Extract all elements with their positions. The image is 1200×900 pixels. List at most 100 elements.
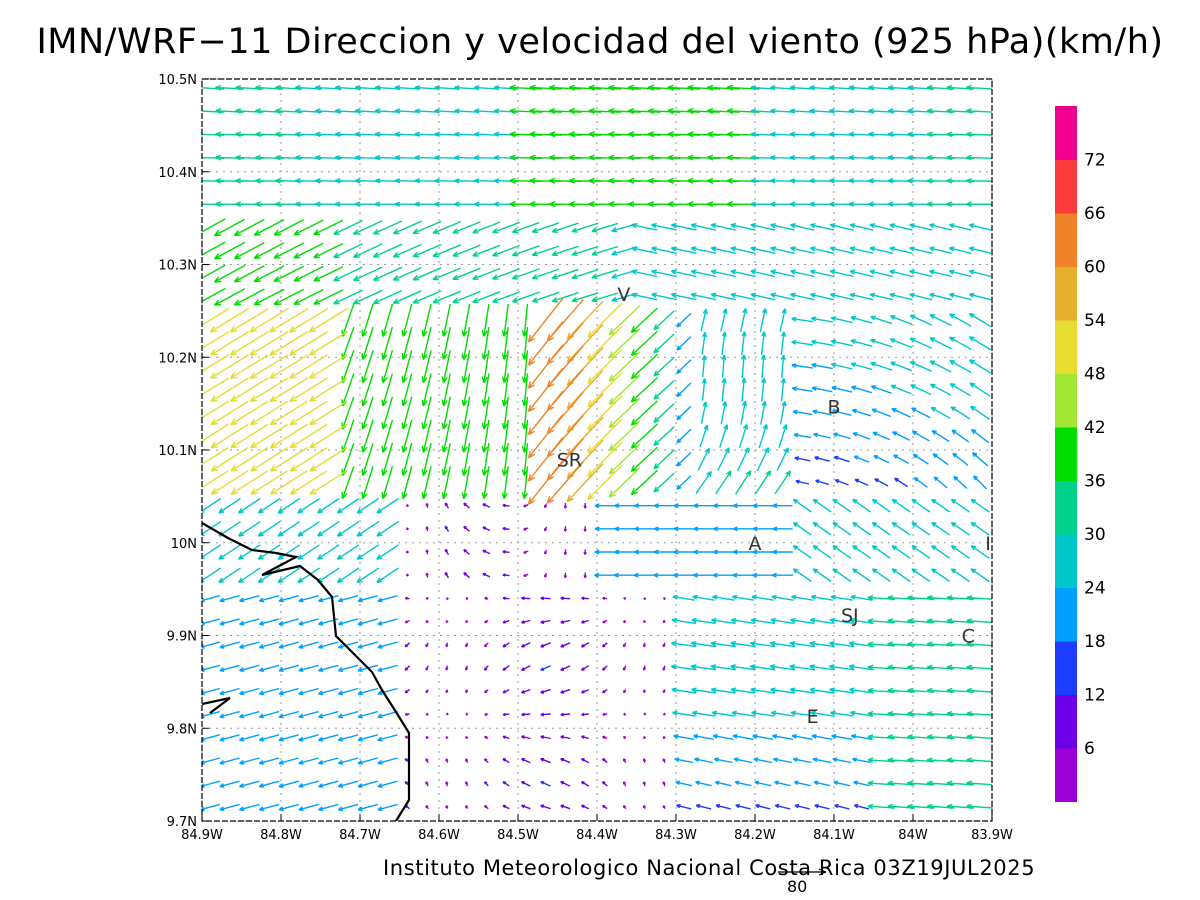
wind-vector [591,245,619,256]
wind-vector [377,641,398,649]
wind-vector [337,757,359,765]
wind-vector [630,469,658,496]
wind-vector [381,303,394,337]
wind-vector [278,641,299,649]
reference-vector [778,868,827,876]
wind-vector [523,527,529,531]
wind-vector [357,757,378,765]
wind-vector [770,85,795,91]
wind-vector [831,385,853,393]
wind-vector [337,641,359,649]
wind-vector [392,243,422,258]
wind-vector [854,478,869,487]
wind-vector [774,470,791,495]
wind-vector [412,290,442,304]
wind-vector [202,307,230,326]
wind-vector [269,400,308,426]
wind-vector [779,401,787,425]
wind-vector [394,85,420,91]
wind-vector [560,665,571,671]
wind-vector [401,373,413,407]
wind-vector [501,419,509,453]
wind-vector [454,85,479,91]
wind-vector [361,350,374,384]
wind-vector [828,664,855,671]
wind-vector [278,595,299,603]
wind-vector [412,267,442,281]
wind-vector [308,354,348,379]
wind-vector [849,617,874,625]
wind-vector [425,689,429,694]
wind-vector [566,323,604,363]
wind-vector [278,757,299,765]
wind-vector [511,245,540,257]
wind-vector [591,292,619,303]
wind-vector [501,443,509,476]
wind-vector [249,331,289,356]
wind-vector [949,313,972,327]
wind-vector [210,400,249,426]
wind-vector [891,568,911,583]
wind-vector [667,84,701,91]
wind-vector [531,268,560,280]
wind-vectors [202,84,992,812]
wind-vector [474,108,499,114]
wind-vector [622,620,627,624]
wind-vector [482,549,491,555]
wind-vector [278,734,299,742]
wind-vector [911,545,931,559]
wind-vector [483,689,489,694]
wind-vector [527,367,564,413]
wind-vector [968,223,992,231]
wind-vector [336,521,360,537]
wind-vector [594,503,615,509]
wind-vector [653,472,675,493]
wind-vector [870,361,893,371]
wind-vector [713,526,734,532]
wind-vector [563,502,568,509]
wind-vector [270,470,308,495]
wind-vector [441,326,451,360]
wind-vector [771,594,794,601]
wind-vector [551,268,579,280]
wind-vector [209,307,250,333]
wind-vector [377,803,398,812]
wind-vector [970,568,990,583]
wind-vector [258,780,280,788]
wind-vector [809,640,835,648]
wind-vector [405,504,409,507]
wind-vector [755,803,771,810]
wind-vector [277,567,301,584]
wind-vector [710,223,736,231]
wind-vector [377,595,398,603]
wind-vector [774,803,791,810]
wind-vector [501,350,509,384]
wind-vector [712,594,735,601]
wind-vector [871,408,892,418]
wind-vector [623,597,626,601]
wind-vector [750,292,776,301]
wind-vector [357,803,378,812]
wind-vector [752,549,773,555]
wind-vector [213,264,246,283]
wind-vector [929,246,952,254]
wind-vector [278,780,299,788]
wind-vector [337,664,359,672]
wind-vector [734,780,752,787]
wind-vector [594,572,616,578]
wind-vector [540,642,551,648]
wind-vector [297,521,320,537]
wind-vector [289,354,328,379]
wind-vector [811,734,833,740]
wind-vector [651,292,677,301]
wind-vector [445,735,449,739]
wind-vector [318,687,339,696]
wind-vector [571,268,599,280]
colorbar-label: 72 [1084,151,1106,171]
wind-vector [357,687,378,696]
wind-vector [966,131,992,138]
wind-vector [890,384,912,395]
wind-vector [741,377,747,402]
wind-vector [909,269,933,278]
wind-vector [461,396,471,430]
